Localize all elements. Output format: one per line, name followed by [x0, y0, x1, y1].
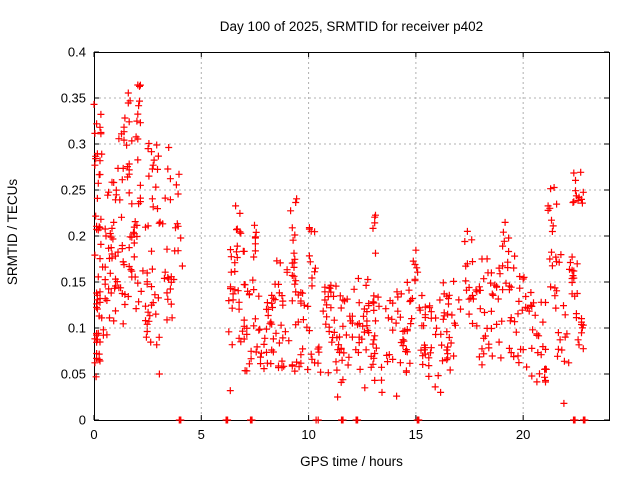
data-points-layer — [90, 81, 589, 424]
tick-label-layer: 0 5 10 15 20 0 0.05 0.1 0.15 0.2 0.25 0.3 0.35 0.4 — [61, 45, 531, 443]
y-tick-label: 0.35 — [61, 91, 86, 106]
scatter-points — [90, 81, 589, 424]
y-tick-label: 0.1 — [68, 321, 86, 336]
y-tick-label: 0.2 — [68, 229, 86, 244]
grid-layer — [94, 52, 609, 420]
plot-border — [94, 52, 610, 421]
x-axis-label: GPS time / hours — [300, 454, 403, 469]
x-tick-label: 0 — [90, 427, 97, 442]
y-tick-label: 0.4 — [68, 45, 86, 60]
x-tick-label: 10 — [301, 427, 315, 442]
y-tick-label: 0.05 — [61, 367, 86, 382]
x-tick-label: 20 — [516, 427, 530, 442]
y-tick-label: 0.15 — [61, 275, 86, 290]
x-tick-label: 5 — [198, 427, 205, 442]
y-tick-label: 0.25 — [61, 183, 86, 198]
y-tick-label: 0.3 — [68, 137, 86, 152]
chart-title: Day 100 of 2025, SRMTID for receiver p40… — [220, 19, 483, 34]
y-tick-label: 0 — [79, 413, 86, 428]
x-tick-label: 15 — [409, 427, 423, 442]
y-axis-label: SRMTID / TECUs — [5, 179, 20, 286]
